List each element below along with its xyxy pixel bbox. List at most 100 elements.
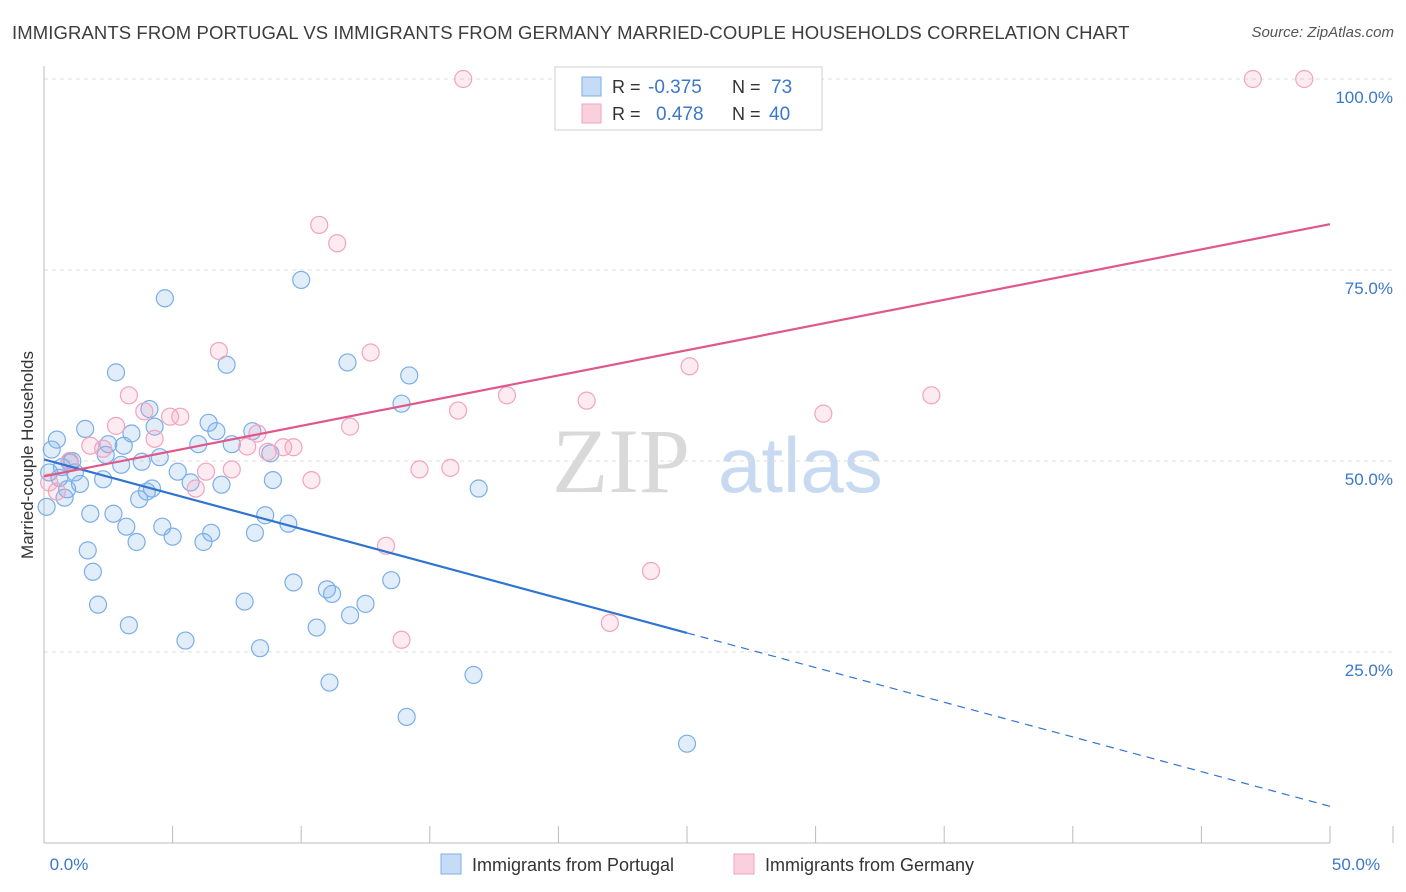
portugal-point-14: [83, 562, 102, 581]
germany-point-23: [340, 417, 360, 436]
germany-point-12: [196, 462, 216, 481]
germany-point-31: [497, 386, 517, 405]
portugal-point-68: [400, 366, 419, 385]
germany-point-14: [222, 460, 241, 479]
portugal-point-24: [119, 616, 138, 635]
portugal-point-37: [168, 462, 187, 481]
germany-point-26: [392, 630, 411, 649]
germany-point-4: [94, 439, 113, 458]
portugal-point-64: [356, 594, 375, 613]
germany-point-10: [171, 407, 190, 426]
germany-point-11: [186, 479, 205, 498]
legend-r-label-portugal: R =: [612, 77, 641, 97]
germany-point-32: [577, 391, 596, 410]
portugal-point-2: [47, 430, 66, 449]
portugal-point-36: [163, 527, 182, 546]
x-tick-label-min: 0.0%: [50, 855, 89, 874]
portugal-point-1: [42, 440, 61, 459]
portugal-point-12: [78, 541, 97, 560]
watermark-atlas: atlas: [718, 421, 883, 509]
portugal-point-38: [176, 631, 195, 650]
portugal-point-45: [212, 475, 231, 494]
portugal-point-57: [292, 270, 311, 290]
portugal-point-19: [104, 504, 123, 523]
portugal-point-10: [70, 474, 90, 494]
germany-point-35: [680, 357, 699, 376]
portugal-point-65: [382, 571, 401, 590]
portugal-point-60: [320, 673, 339, 692]
germany-point-28: [441, 458, 460, 477]
legend-r-value-portugal: -0.375: [648, 77, 702, 98]
germany-point-37: [922, 386, 941, 405]
germany-point-13: [209, 341, 228, 361]
portugal-trend-extension: [686, 632, 1331, 807]
portugal-point-20: [106, 363, 126, 382]
germany-point-30: [448, 401, 468, 420]
germany-point-36: [814, 404, 833, 423]
source-credit: Source: ZipAtlas.com: [1251, 24, 1394, 41]
portugal-point-11: [76, 419, 95, 439]
y-tick-label-75: 75.0%: [1345, 279, 1393, 298]
trend-lines: [43, 223, 1331, 807]
germany-point-17: [258, 442, 277, 461]
portugal-point-56: [284, 573, 303, 592]
germany-point-20: [302, 471, 321, 490]
germany-point-24: [361, 343, 380, 362]
chart-title: IMMIGRANTS FROM PORTUGAL VS IMMIGRANTS F…: [12, 22, 1130, 43]
germany-point-15: [238, 437, 257, 456]
series-legend: Immigrants from Portugal Immigrants from…: [440, 853, 974, 875]
germany-point-33: [600, 613, 619, 633]
portugal-point-71: [677, 734, 697, 753]
portugal-point-27: [130, 490, 149, 509]
legend-r-value-germany: 0.478: [656, 104, 704, 125]
portugal-trend-line: [43, 458, 688, 634]
portugal-point-69: [464, 665, 483, 685]
legend-n-label-germany: N =: [732, 104, 761, 124]
portugal-point-58: [307, 618, 326, 637]
x-tick-label-max: 50.0%: [1332, 855, 1380, 874]
germany-point-21: [310, 215, 329, 235]
portugal-point-72: [37, 497, 56, 516]
germany-point-22: [328, 234, 347, 253]
bottom-legend-label-germany: Immigrants from Germany: [765, 855, 974, 875]
bottom-legend-swatch-germany: [733, 853, 755, 875]
portugal-point-54: [263, 471, 283, 490]
portugal-point-50: [245, 523, 265, 542]
portugal-point-48: [235, 592, 254, 611]
germany-point-9: [160, 407, 180, 426]
germany-trend-line: [43, 223, 1331, 478]
germany-point-38: [1243, 69, 1262, 89]
germany-point-1: [47, 482, 66, 501]
bottom-legend-label-portugal: Immigrants from Portugal: [472, 855, 674, 875]
portugal-point-35: [155, 289, 174, 308]
portugal-point-67: [397, 707, 416, 727]
portugal-point-70: [469, 479, 488, 498]
legend-swatch-portugal: [581, 76, 602, 97]
y-tick-label-50: 50.0%: [1345, 470, 1393, 489]
portugal-point-43: [202, 523, 221, 542]
bottom-legend-swatch-portugal: [440, 853, 462, 875]
germany-point-5: [106, 416, 126, 435]
gridlines: [44, 78, 1392, 653]
y-tick-label-100: 100.0%: [1335, 88, 1393, 107]
germany-point-8: [145, 429, 164, 448]
y-tick-labels: 25.0% 50.0% 75.0% 100.0%: [1335, 88, 1393, 680]
portugal-point-25: [122, 424, 141, 443]
germany-point-34: [641, 561, 661, 581]
germany-point-0: [40, 473, 59, 492]
portugal-point-15: [88, 595, 108, 614]
germany-point-7: [135, 402, 154, 421]
portugal-point-44: [207, 422, 226, 441]
germany-point-6: [119, 386, 138, 405]
legend-swatch-germany: [581, 103, 602, 124]
portugal-point-13: [81, 504, 100, 523]
series-germany-points: [40, 69, 1314, 649]
portugal-point-63: [340, 606, 360, 625]
germany-point-27: [410, 460, 429, 479]
portugal-point-66: [392, 394, 411, 413]
portugal-point-33: [150, 448, 169, 467]
legend-n-value-germany: 40: [769, 104, 790, 125]
portugal-point-61: [322, 584, 342, 604]
portugal-point-51: [250, 639, 270, 658]
x-ticks: [43, 826, 1394, 843]
